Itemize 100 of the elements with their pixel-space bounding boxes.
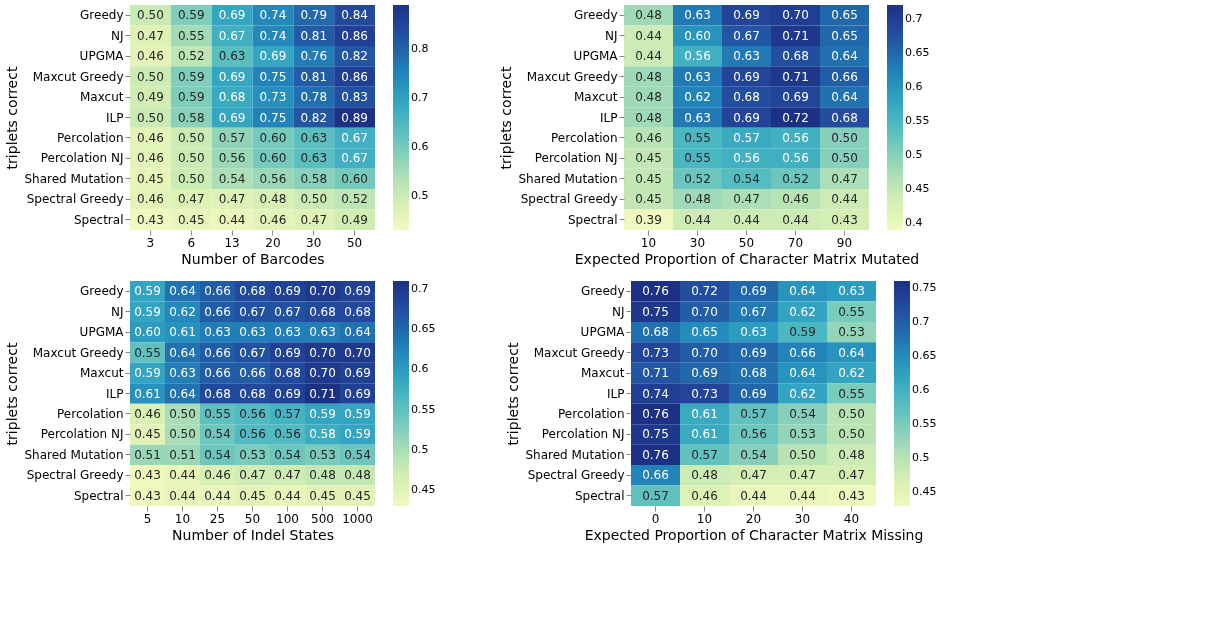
data-label: 0.63 xyxy=(309,325,336,340)
color-bar-label: 0.65 xyxy=(912,349,937,362)
data-label: 0.50 xyxy=(838,427,865,442)
y-axis-title: triplets correct xyxy=(4,342,21,446)
data-label: 0.53 xyxy=(309,447,336,462)
color-bar-label: 0.45 xyxy=(912,485,937,499)
data-label: 0.45 xyxy=(239,488,266,503)
data-label: 0.54 xyxy=(733,171,760,186)
data-label: 0.45 xyxy=(344,488,371,503)
y-tick-label: NJ xyxy=(604,28,618,43)
data-label: 0.66 xyxy=(642,468,669,483)
data-label: 0.68 xyxy=(239,284,266,299)
data-label: 0.58 xyxy=(309,427,336,442)
color-bar-label: 0.45 xyxy=(411,482,436,496)
data-label: 0.68 xyxy=(740,366,767,381)
data-label: 0.44 xyxy=(740,488,767,503)
data-label: 0.63 xyxy=(300,130,328,145)
data-label: 0.67 xyxy=(239,345,266,360)
data-label: 0.45 xyxy=(635,171,662,186)
x-tick-label: 50 xyxy=(346,235,363,250)
y-tick-label: Shared Mutation xyxy=(518,171,618,186)
data-label: 0.44 xyxy=(684,212,711,227)
x-tick-label: 90 xyxy=(836,235,853,250)
data-label: 0.62 xyxy=(789,386,816,401)
color-bar-label: 0.75 xyxy=(912,280,937,294)
data-label: 0.52 xyxy=(782,171,809,186)
data-label: 0.71 xyxy=(782,28,809,43)
data-label: 0.61 xyxy=(134,386,161,401)
data-label: 0.69 xyxy=(733,8,760,23)
data-label: 0.48 xyxy=(309,468,336,483)
data-label: 0.68 xyxy=(733,90,760,105)
data-label: 0.47 xyxy=(789,468,816,483)
data-label: 0.60 xyxy=(259,130,287,145)
x-tick-label: 500 xyxy=(311,511,334,526)
color-bar-label: 0.5 xyxy=(411,188,429,202)
color-bar-label: 0.7 xyxy=(912,314,930,328)
color-bar-label: 0.8 xyxy=(411,42,429,56)
data-label: 0.56 xyxy=(239,427,266,442)
data-label: 0.71 xyxy=(309,386,336,401)
data-label: 0.47 xyxy=(300,212,328,227)
y-tick-label: Percolation xyxy=(551,130,618,145)
data-label: 0.50 xyxy=(169,427,196,442)
data-label: 0.64 xyxy=(344,325,371,340)
data-label: 0.82 xyxy=(300,110,328,125)
y-tick-label: Maxcut Greedy xyxy=(526,69,618,84)
data-label: 0.39 xyxy=(635,212,662,227)
data-label: 0.56 xyxy=(684,49,711,64)
y-axis-title: triplets correct xyxy=(505,342,522,446)
data-label: 0.44 xyxy=(635,49,662,64)
y-axis-title: triplets correct xyxy=(498,66,515,170)
data-label: 0.59 xyxy=(177,8,205,23)
data-label: 0.72 xyxy=(691,284,718,299)
data-label: 0.46 xyxy=(259,212,287,227)
data-label: 0.63 xyxy=(740,325,767,340)
y-tick-label: Spectral Greedy xyxy=(26,192,124,207)
data-label: 0.68 xyxy=(782,49,809,64)
x-tick-label: 25 xyxy=(209,511,226,526)
data-label: 0.65 xyxy=(691,325,718,340)
data-label: 0.47 xyxy=(137,28,164,43)
data-label: 0.56 xyxy=(733,151,760,166)
data-label: 0.57 xyxy=(218,130,246,145)
data-label: 0.43 xyxy=(134,488,161,503)
x-tick-label: 1000 xyxy=(342,511,373,526)
data-label: 0.69 xyxy=(218,8,246,23)
data-label: 0.72 xyxy=(782,110,809,125)
color-bar-label: 0.6 xyxy=(411,139,429,153)
color-bar-label: 0.6 xyxy=(905,79,923,93)
data-label: 0.50 xyxy=(177,151,205,166)
data-label: 0.75 xyxy=(642,427,669,442)
data-label: 0.48 xyxy=(635,8,662,23)
data-label: 0.69 xyxy=(274,386,301,401)
y-tick-label: Spectral xyxy=(73,488,124,503)
data-label: 0.55 xyxy=(684,130,711,145)
data-label: 0.48 xyxy=(838,447,865,462)
data-label: 0.57 xyxy=(691,447,718,462)
data-label: 0.64 xyxy=(831,49,858,64)
data-label: 0.70 xyxy=(344,345,371,360)
data-label: 0.70 xyxy=(309,284,336,299)
data-label: 0.44 xyxy=(169,468,196,483)
data-label: 0.46 xyxy=(782,192,809,207)
data-label: 0.70 xyxy=(309,345,336,360)
data-label: 0.75 xyxy=(642,304,669,319)
data-label: 0.44 xyxy=(831,192,858,207)
color-bar-label: 0.6 xyxy=(912,383,930,397)
color-bar-label: 0.7 xyxy=(905,11,923,25)
data-label: 0.63 xyxy=(838,284,865,299)
x-tick-label: 3 xyxy=(146,235,155,250)
data-label: 0.50 xyxy=(137,8,164,23)
data-label: 0.50 xyxy=(177,130,205,145)
data-label: 0.69 xyxy=(274,345,301,360)
data-label: 0.69 xyxy=(740,345,767,360)
y-tick-label: ILP xyxy=(607,386,625,401)
data-label: 0.67 xyxy=(341,151,368,166)
data-label: 0.55 xyxy=(838,304,865,319)
x-tick-label: 6 xyxy=(187,235,196,250)
y-tick-label: Percolation xyxy=(558,406,625,421)
data-label: 0.70 xyxy=(691,345,718,360)
data-label: 0.48 xyxy=(684,192,711,207)
data-label: 0.54 xyxy=(218,171,246,186)
data-label: 0.69 xyxy=(740,284,767,299)
